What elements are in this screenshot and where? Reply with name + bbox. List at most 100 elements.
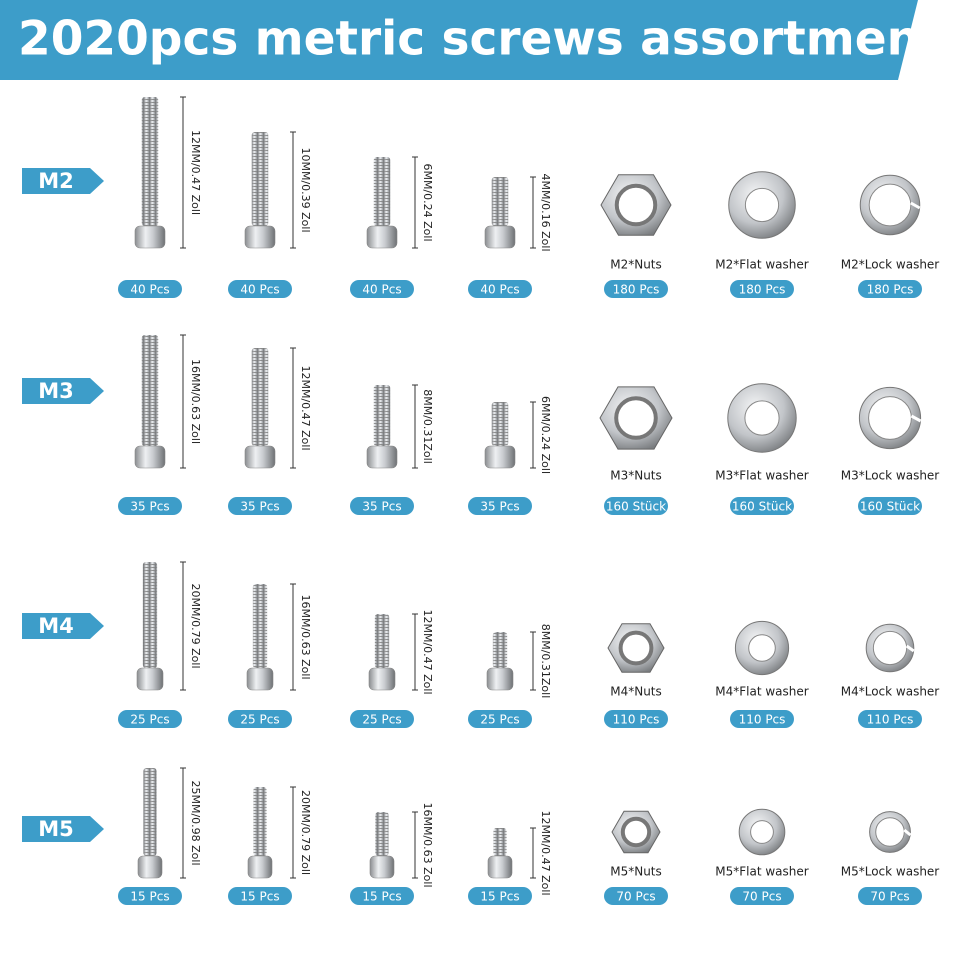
title-banner xyxy=(0,0,918,80)
lock-split xyxy=(905,644,915,653)
title: 2020pcs metric screws assortment xyxy=(18,12,943,67)
screw-head xyxy=(137,855,163,879)
count-pill xyxy=(730,710,794,728)
count-label: 15 Pcs xyxy=(362,890,401,904)
screw-head xyxy=(484,225,516,249)
count-label: 25 Pcs xyxy=(480,713,519,727)
count-label: 25 Pcs xyxy=(362,713,401,727)
screw-size: 25MM/0.98 Zoll xyxy=(189,780,202,865)
count-label: 160 Stück xyxy=(860,500,920,514)
lock-split xyxy=(910,414,922,423)
count-pill xyxy=(858,710,922,728)
screw-size: 20MM/0.79 Zoll xyxy=(299,790,312,875)
hardware-name: M4*Flat washer xyxy=(715,685,809,699)
screw-size: 16MM/0.63 Zoll xyxy=(299,594,312,679)
screw-size: 12MM/0.47 Zoll xyxy=(299,365,312,450)
hardware-name: M4*Lock washer xyxy=(841,685,940,699)
count-pill xyxy=(350,887,414,905)
count-label: 25 Pcs xyxy=(130,713,169,727)
count-label: 180 Pcs xyxy=(613,283,660,297)
screw-shaft xyxy=(373,157,391,226)
washer-hole xyxy=(872,630,908,666)
count-label: 180 Pcs xyxy=(739,283,786,297)
screw-shaft xyxy=(142,562,158,668)
lock-split xyxy=(910,201,921,210)
count-pill xyxy=(604,280,668,298)
count-pill xyxy=(730,887,794,905)
screw-shaft xyxy=(251,132,269,226)
count-label: 40 Pcs xyxy=(480,283,519,297)
screw-size: 6MM/0.24 Zoll xyxy=(539,396,552,474)
row-label: M3 xyxy=(38,379,74,403)
count-label: 40 Pcs xyxy=(130,283,169,297)
screw-size: 10MM/0.39 Zoll xyxy=(299,147,312,232)
screw-head xyxy=(134,225,166,249)
row-tag xyxy=(22,378,104,404)
screw-shaft xyxy=(491,177,509,226)
hardware-name: M5*Nuts xyxy=(610,865,662,879)
row-tag xyxy=(22,816,104,842)
count-label: 110 Pcs xyxy=(613,713,660,727)
count-label: 15 Pcs xyxy=(240,890,279,904)
screw-shaft xyxy=(141,97,159,226)
screw-head xyxy=(246,667,274,691)
washer-hole xyxy=(868,183,912,227)
screw-size: 8MM/0.31Zoll xyxy=(539,624,552,699)
count-pill xyxy=(228,497,292,515)
count-pill xyxy=(350,710,414,728)
screw-shaft xyxy=(373,385,391,446)
count-label: 70 Pcs xyxy=(742,890,781,904)
count-pill xyxy=(604,887,668,905)
screw-head xyxy=(136,667,164,691)
count-pill xyxy=(858,887,922,905)
count-label: 40 Pcs xyxy=(240,283,279,297)
screw-size: 20MM/0.79 Zoll xyxy=(189,583,202,668)
screw-size: 8MM/0.31Zoll xyxy=(421,389,434,464)
hardware-name: M4*Nuts xyxy=(610,685,662,699)
washer-hole xyxy=(750,820,774,844)
count-label: 70 Pcs xyxy=(870,890,909,904)
nut-hole xyxy=(620,816,652,848)
washer-hole xyxy=(875,817,905,847)
count-pill xyxy=(350,280,414,298)
screw-head xyxy=(244,225,276,249)
count-pill xyxy=(228,887,292,905)
count-pill xyxy=(858,497,922,515)
hardware-name: M2*Nuts xyxy=(610,258,662,272)
count-pill xyxy=(118,280,182,298)
screw-head xyxy=(369,855,395,879)
count-label: 40 Pcs xyxy=(362,283,401,297)
count-label: 35 Pcs xyxy=(480,500,519,514)
count-pill xyxy=(468,710,532,728)
screw-size: 6MM/0.24 Zoll xyxy=(421,163,434,241)
screw-head xyxy=(486,667,514,691)
count-pill xyxy=(118,497,182,515)
count-pill xyxy=(468,887,532,905)
screw-head xyxy=(484,445,516,469)
count-label: 15 Pcs xyxy=(130,890,169,904)
hardware-name: M2*Lock washer xyxy=(841,258,940,272)
screw-shaft xyxy=(251,348,269,446)
washer-hole xyxy=(744,187,780,223)
count-label: 160 Stück xyxy=(606,500,666,514)
screw-size: 4MM/0.16 Zoll xyxy=(539,173,552,251)
screw-size: 16MM/0.63 Zoll xyxy=(421,802,434,887)
screw-head xyxy=(244,445,276,469)
count-pill xyxy=(228,710,292,728)
screw-size: 12MM/0.47 Zoll xyxy=(189,130,202,215)
nut-hole xyxy=(614,396,658,440)
count-pill xyxy=(468,497,532,515)
nut-hole xyxy=(614,183,658,227)
count-label: 70 Pcs xyxy=(616,890,655,904)
screw-shaft xyxy=(252,584,268,668)
count-pill xyxy=(604,497,668,515)
count-pill xyxy=(350,497,414,515)
hardware-name: M2*Flat washer xyxy=(715,258,809,272)
row-label: M4 xyxy=(38,614,74,638)
count-label: 110 Pcs xyxy=(867,713,914,727)
screw-size: 16MM/0.63 Zoll xyxy=(189,359,202,444)
count-label: 110 Pcs xyxy=(739,713,786,727)
count-pill xyxy=(118,710,182,728)
screw-head xyxy=(366,225,398,249)
